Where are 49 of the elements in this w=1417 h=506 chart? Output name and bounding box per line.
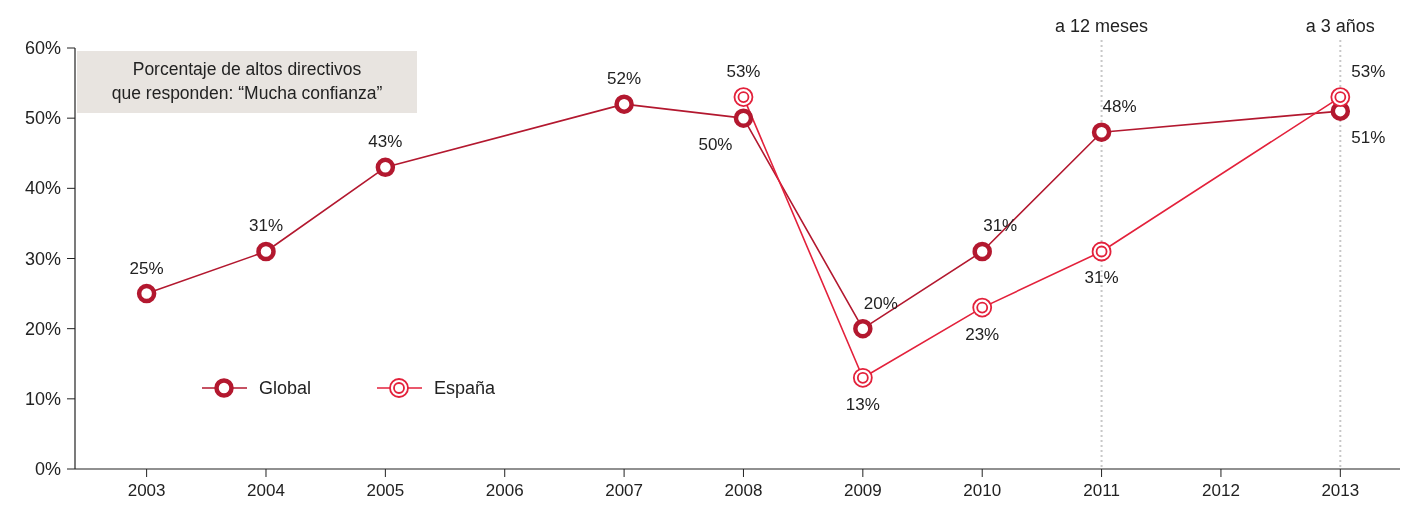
x-tick-label: 2008 <box>724 481 763 500</box>
data-label: 13% <box>845 394 880 414</box>
annotation: Porcentaje de altos directivos que responden: “Mucha confianza” <box>111 59 383 103</box>
y-tick-label: 60% <box>24 38 61 58</box>
point <box>853 318 873 339</box>
x-tick-label: 2005 <box>366 481 405 500</box>
y-tick-label: 10% <box>24 388 61 409</box>
point <box>614 94 634 114</box>
data-label: 53% <box>1351 62 1386 82</box>
data-label: 43% <box>368 132 403 152</box>
x-tick-label: 2011 <box>1083 481 1120 500</box>
data-label: 31% <box>1084 268 1119 288</box>
data-label: 48% <box>1102 97 1137 117</box>
legend-label: España <box>434 378 497 398</box>
point <box>136 283 157 304</box>
y-tick-label: 50% <box>24 108 61 129</box>
x-tick-label: 2003 <box>127 481 166 500</box>
data-label: 20% <box>863 293 898 313</box>
point <box>852 367 873 388</box>
x-tick-label: 2009 <box>843 481 882 500</box>
point <box>375 157 396 178</box>
data-label: 53% <box>726 62 761 82</box>
x-tick-label: 2012 <box>1202 481 1240 500</box>
ref-line-label: a 12 meses <box>1055 16 1149 36</box>
point <box>972 241 992 262</box>
x-tick-label: 2010 <box>963 481 1002 500</box>
data-label: 50% <box>698 135 733 155</box>
y-tick-label: 20% <box>24 318 61 339</box>
x-tick-label: 2006 <box>485 481 524 500</box>
legend-label: Global <box>259 378 312 398</box>
y-tick-label: 30% <box>24 248 61 269</box>
point <box>972 297 993 318</box>
data-label: 31% <box>248 216 284 236</box>
y-tick-label: 40% <box>24 178 61 199</box>
point <box>1091 122 1112 142</box>
data-label: 25% <box>129 258 164 278</box>
data-label: 23% <box>965 324 1000 344</box>
data-label: 51% <box>1351 128 1386 148</box>
point <box>733 108 754 128</box>
data-label: 52% <box>607 69 642 89</box>
point <box>256 241 276 262</box>
x-tick-label: 2013 <box>1321 481 1360 500</box>
ref-line-label: a 3 años <box>1305 16 1375 36</box>
x-tick-label: 2007 <box>605 481 644 500</box>
point <box>1091 241 1112 262</box>
y-tick-label: 0% <box>34 459 61 479</box>
point <box>1330 87 1351 108</box>
point <box>733 87 754 108</box>
x-tick-label: 2004 <box>247 481 285 500</box>
